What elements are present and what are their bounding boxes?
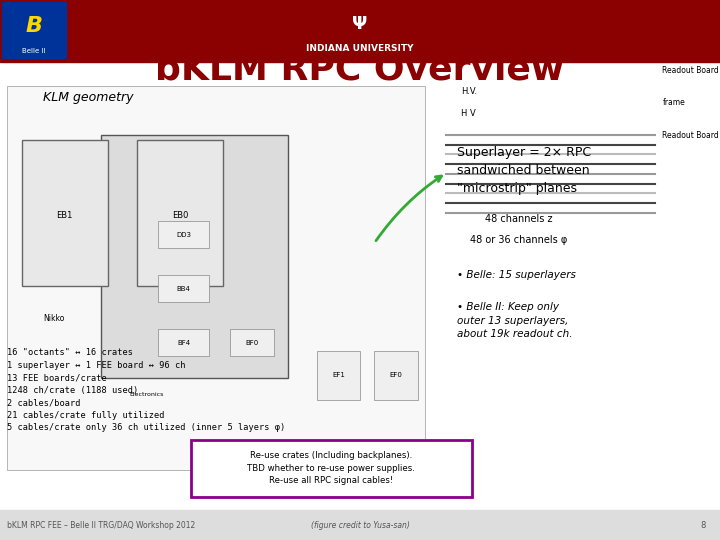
Text: EB0: EB0 <box>172 212 188 220</box>
Text: Electronics: Electronics <box>130 392 164 397</box>
Text: frame: frame <box>662 98 685 107</box>
Text: BF0: BF0 <box>246 340 258 346</box>
Text: 8: 8 <box>701 521 706 530</box>
Text: 16 "octants" ↔ 16 crates
1 superlayer ↔ 1 FEE board ↔ 96 ch
13 FEE boards/crate
: 16 "octants" ↔ 16 crates 1 superlayer ↔ … <box>7 348 285 433</box>
Text: • Belle: 15 superlayers: • Belle: 15 superlayers <box>457 270 576 280</box>
Text: INDIANA UNIVERSITY: INDIANA UNIVERSITY <box>306 44 414 53</box>
Text: (figure credit to Yusa-san): (figure credit to Yusa-san) <box>310 521 410 530</box>
Text: Ψ: Ψ <box>352 15 368 32</box>
Bar <box>137 140 223 286</box>
Text: Readout Board: Readout Board <box>662 131 719 139</box>
Text: Re-use crates (Including backplanes).
TBD whether to re-use power supplies.
Re-u: Re-use crates (Including backplanes). TB… <box>247 451 415 485</box>
Text: Nikko: Nikko <box>43 314 65 323</box>
Text: KLM geometry: KLM geometry <box>43 91 134 104</box>
Bar <box>374 351 418 400</box>
Bar <box>22 140 108 286</box>
Text: 48 or 36 channels φ: 48 or 36 channels φ <box>469 235 567 245</box>
Bar <box>230 329 274 356</box>
Text: H V: H V <box>461 109 475 118</box>
Text: BF4: BF4 <box>177 340 190 346</box>
Bar <box>158 221 209 248</box>
FancyBboxPatch shape <box>191 440 472 497</box>
Text: DD3: DD3 <box>176 232 191 238</box>
Bar <box>2 2 66 58</box>
Bar <box>101 135 288 378</box>
Text: bKLM RPC Overview: bKLM RPC Overview <box>156 52 564 86</box>
Text: H.V.: H.V. <box>461 87 477 96</box>
Text: bKLM RPC FEE – Belle II TRG/DAQ Workshop 2012: bKLM RPC FEE – Belle II TRG/DAQ Workshop… <box>7 521 195 530</box>
Bar <box>317 351 360 400</box>
Bar <box>158 275 209 302</box>
Bar <box>0 510 720 540</box>
Text: EF0: EF0 <box>390 372 402 379</box>
Text: 48 channels z: 48 channels z <box>485 214 552 224</box>
Text: Belle II: Belle II <box>22 48 45 54</box>
Text: B: B <box>25 16 42 36</box>
Text: EF1: EF1 <box>332 372 345 379</box>
Text: Superlayer = 2× RPC
sandwiched between
"microstrip" planes: Superlayer = 2× RPC sandwiched between "… <box>457 146 591 195</box>
Text: EB1: EB1 <box>57 212 73 220</box>
Bar <box>0 0 720 62</box>
Text: • Belle II: Keep only
outer 13 superlayers,
about 19k readout ch.: • Belle II: Keep only outer 13 superlaye… <box>457 302 572 339</box>
Text: Readout Board: Readout Board <box>662 66 719 75</box>
Bar <box>7 86 425 470</box>
Text: Ohio: Ohio <box>402 473 426 483</box>
Bar <box>158 329 209 356</box>
Text: BB4: BB4 <box>176 286 191 292</box>
